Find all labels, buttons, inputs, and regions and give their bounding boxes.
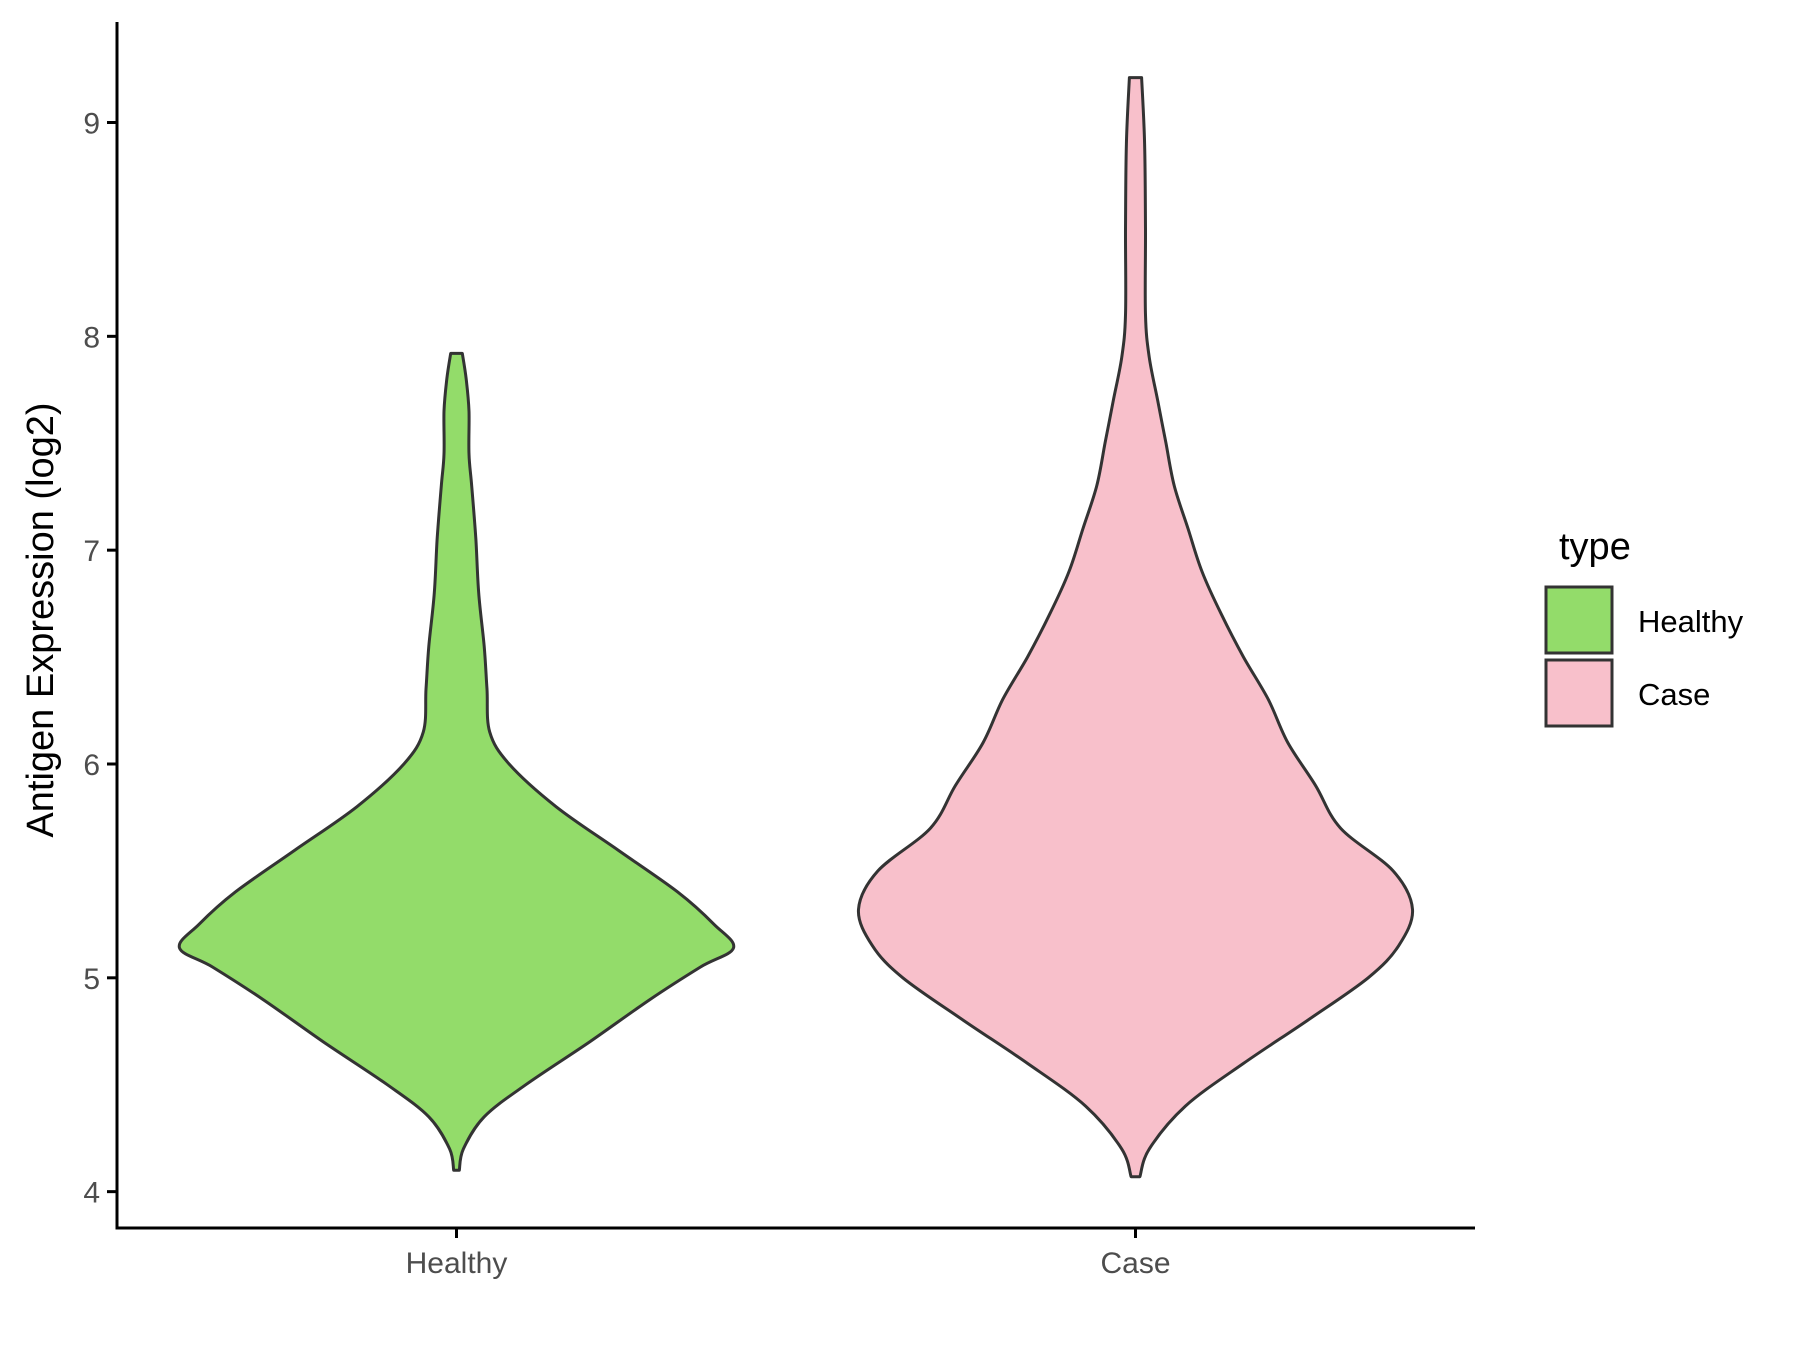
legend-swatch: [1544, 658, 1614, 728]
x-tick-label: Healthy: [406, 1247, 508, 1280]
plot-area: [177, 76, 1415, 1179]
y-tick-label: 6: [83, 749, 100, 782]
violin-case: [856, 76, 1415, 1179]
x-axis-ticks: Healthy Case: [406, 1228, 1171, 1280]
y-tick-label: 4: [83, 1177, 100, 1210]
y-tick-label: 9: [83, 108, 100, 141]
legend-items: Healthy Case: [1544, 585, 1744, 728]
violin-healthy: [177, 351, 736, 1172]
y-tick-label: 7: [83, 535, 100, 568]
x-tick-label: Case: [1100, 1247, 1170, 1280]
legend-label: Case: [1638, 677, 1710, 712]
legend: type Healthy Case: [1544, 526, 1744, 728]
y-tick-label: 5: [83, 963, 100, 996]
legend-label: Healthy: [1638, 604, 1744, 639]
y-axis-ticks: 4 5 6 7 8 9: [83, 108, 117, 1210]
legend-swatch: [1544, 585, 1614, 655]
legend-title: type: [1559, 526, 1631, 568]
y-tick-label: 8: [83, 321, 100, 354]
y-axis-title: Antigen Expression (log2): [20, 402, 62, 837]
